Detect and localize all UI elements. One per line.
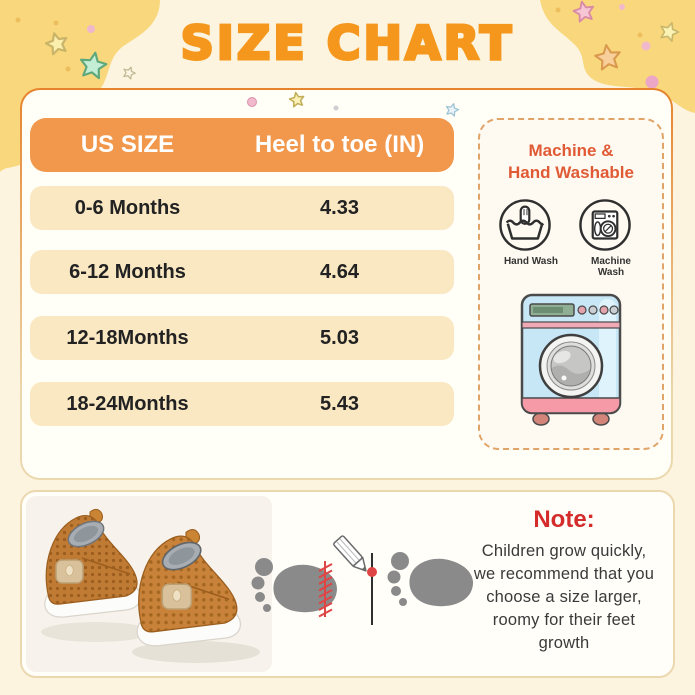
measure-dot — [367, 567, 377, 577]
header-heel-to-toe: Heel to toe (IN) — [254, 131, 425, 158]
machine-wash-icon — [579, 199, 631, 251]
dot-decoration — [645, 75, 659, 89]
washable-panel: Machine & Hand Washable Hand Wash — [478, 118, 664, 450]
footprint-diagram — [251, 535, 473, 625]
shoes-photo — [26, 496, 272, 672]
size-chart-card-body: US SIZE Heel to toe (IN) 0-6 Months 4.33… — [22, 90, 671, 478]
note-block: Note: Children grow quickly, we recommen… — [464, 506, 664, 655]
baby-shoe-left — [44, 508, 141, 618]
table-row: 0-6 Months 4.33 — [30, 186, 454, 230]
hand-wash: Hand Wash — [498, 198, 564, 278]
size-cell: 6-12 Months — [69, 260, 186, 283]
machine-wash-label: Machine Wash — [590, 256, 631, 279]
size-chart-card: US SIZE Heel to toe (IN) 0-6 Months 4.33… — [20, 88, 673, 480]
pencil-icon — [333, 535, 367, 572]
size-cell: 0-6 Months — [74, 196, 181, 219]
table-header: US SIZE Heel to toe (IN) — [30, 118, 454, 172]
note-text: Children grow quickly, we recommend that… — [473, 542, 655, 653]
size-cell: 18-24Months — [66, 392, 189, 415]
length-cell: 5.03 — [320, 326, 359, 349]
length-cell: 4.64 — [320, 260, 359, 283]
length-cell: 4.33 — [320, 196, 359, 219]
table-row: 6-12 Months 4.64 — [30, 250, 454, 294]
hand-wash-label: Hand Wash — [503, 256, 559, 268]
header-us-size: US SIZE — [80, 131, 175, 158]
note-card: Note: Children grow quickly, we recommen… — [20, 490, 675, 678]
wash-icons-row: Hand Wash — [480, 198, 662, 278]
size-cell: 12-18Months — [66, 326, 189, 349]
baby-shoe-right — [136, 529, 241, 647]
hand-wash-icon — [499, 199, 551, 251]
washing-machine-illustration — [520, 293, 622, 426]
note-heading: Note: — [533, 506, 595, 533]
table-row: 12-18Months 5.03 — [30, 316, 454, 360]
page-title: SIZE CHART — [179, 15, 515, 72]
washable-title: Machine & Hand Washable — [508, 141, 634, 183]
machine-wash: Machine Wash — [578, 198, 644, 278]
dot-decoration — [619, 4, 625, 10]
length-cell: 5.43 — [320, 392, 359, 415]
footprint-right — [387, 552, 473, 607]
ruler-marks — [318, 561, 333, 618]
table-row: 18-24Months 5.43 — [30, 382, 454, 426]
